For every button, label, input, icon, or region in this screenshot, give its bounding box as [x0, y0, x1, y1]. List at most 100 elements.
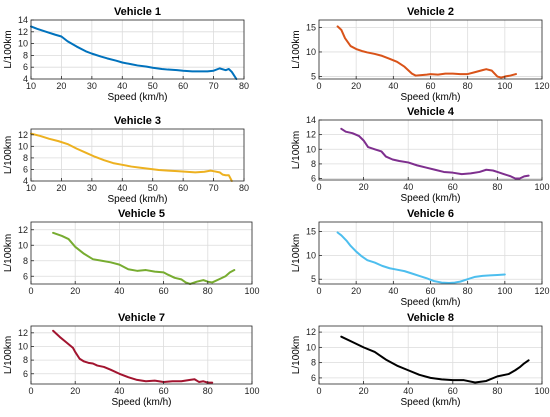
x-tick-label: 100 — [534, 386, 549, 396]
chart-title: Vehicle 8 — [407, 312, 454, 324]
x-tick-label: 0 — [28, 386, 33, 396]
axes-frame — [30, 325, 253, 385]
y-tick-label: 10 — [306, 47, 316, 57]
y-tick-label: 14 — [306, 115, 316, 125]
x-tick-label: 80 — [239, 81, 249, 91]
chart-title: Vehicle 3 — [114, 115, 161, 127]
x-axis-label: Speed (km/h) — [107, 92, 167, 103]
plot-area — [31, 222, 252, 284]
series-line — [336, 231, 506, 285]
x-tick-label: 20 — [359, 182, 369, 192]
x-tick-label: 30 — [87, 81, 97, 91]
y-tick-label: 5 — [311, 274, 316, 284]
plot-area — [319, 120, 542, 180]
y-tick-label: 10 — [306, 250, 316, 260]
y-tick-label: 6 — [311, 174, 316, 184]
x-tick-label: 40 — [117, 81, 127, 91]
y-tick-label: 8 — [311, 159, 316, 169]
axes-frame — [30, 19, 245, 80]
x-tick-label: 20 — [70, 386, 80, 396]
y-axis-label: L/100km — [3, 234, 14, 272]
series-line — [30, 132, 233, 182]
y-axis-label: L/100km — [3, 30, 14, 68]
x-axis-label: Speed (km/h) — [111, 397, 171, 408]
x-tick-label: 60 — [178, 81, 188, 91]
x-tick-label: 70 — [209, 183, 219, 193]
x-tick-label: 100 — [497, 286, 512, 296]
y-tick-label: 12 — [18, 27, 28, 37]
chart-5: 0 20 40 60 80 100 6 8 10 12 Vehicle 5 L/100km — [3, 208, 260, 296]
x-axis-label: Speed (km/h) — [400, 297, 460, 308]
y-tick-label: 6 — [23, 369, 28, 379]
x-tick-label: 40 — [403, 182, 413, 192]
chart-2: 0 20 40 60 80 100 120 5 10 15 Vehicle 2 Speed (km/h… — [291, 6, 550, 103]
plot-area — [31, 129, 244, 181]
chart-title: Vehicle 1 — [114, 6, 161, 18]
y-tick-label: 4 — [23, 176, 28, 186]
x-tick-label: 60 — [425, 286, 435, 296]
x-tick-label: 80 — [492, 182, 502, 192]
x-tick-label: 80 — [492, 386, 502, 396]
y-tick-label: 6 — [23, 62, 28, 72]
y-tick-label: 12 — [306, 327, 316, 337]
series-line — [340, 335, 530, 384]
chart-6: 0 20 40 60 80 100 120 5 10 15 Vehicle 6 Speed (km/h… — [291, 208, 550, 308]
y-tick-label: 12 — [306, 130, 316, 140]
x-axis-label: Speed (km/h) — [400, 193, 460, 204]
y-tick-label: 10 — [18, 39, 28, 49]
y-tick-label: 6 — [23, 164, 28, 174]
x-axis-label: Speed (km/h) — [400, 92, 460, 103]
x-tick-label: 80 — [203, 286, 213, 296]
y-axis-label: L/100km — [291, 234, 302, 272]
x-axis-label: Speed (km/h) — [400, 397, 460, 408]
x-tick-label: 10 — [26, 81, 36, 91]
axes-frame — [30, 128, 245, 182]
y-tick-label: 12 — [18, 328, 28, 338]
y-tick-label: 14 — [18, 15, 28, 25]
x-tick-label: 60 — [178, 183, 188, 193]
y-tick-label: 8 — [23, 153, 28, 163]
y-tick-label: 15 — [306, 227, 316, 237]
y-axis-label: L/100km — [3, 336, 14, 374]
x-axis-label: Speed (km/h) — [107, 194, 167, 205]
x-tick-label: 40 — [403, 386, 413, 396]
x-tick-label: 80 — [203, 386, 213, 396]
x-tick-label: 0 — [316, 286, 321, 296]
chart-8: 0 20 40 60 80 100 6 8 10 12 Vehicle 8 Speed (km/h) L… — [291, 312, 550, 408]
x-tick-label: 20 — [359, 386, 369, 396]
x-tick-label: 30 — [87, 183, 97, 193]
x-tick-label: 100 — [244, 286, 259, 296]
y-axis-label: L/100km — [291, 30, 302, 68]
axes-frame — [318, 325, 543, 385]
x-tick-label: 20 — [351, 286, 361, 296]
y-tick-label: 5 — [311, 72, 316, 82]
y-tick-label: 4 — [23, 74, 28, 84]
chart-4: 0 20 40 60 80 100 6 8 10 12 14 Vehicle 4 Speed (km/h… — [291, 106, 550, 204]
series-line — [52, 231, 236, 285]
x-tick-label: 80 — [463, 81, 473, 91]
axes-frame — [318, 119, 543, 181]
y-tick-label: 8 — [23, 50, 28, 60]
x-tick-label: 0 — [316, 81, 321, 91]
y-axis-label: L/100km — [291, 131, 302, 169]
plot-area — [319, 326, 542, 384]
chart-title: Vehicle 7 — [118, 312, 165, 324]
x-tick-label: 20 — [351, 81, 361, 91]
x-tick-label: 80 — [239, 183, 249, 193]
x-tick-label: 70 — [209, 81, 219, 91]
chart-7: 0 20 40 60 80 100 6 8 10 12 Vehicle 7 Speed (km/h) L… — [3, 312, 260, 408]
series-line — [30, 25, 238, 80]
axes-frame — [30, 221, 253, 285]
y-axis-label: L/100km — [3, 136, 14, 174]
x-tick-label: 40 — [388, 81, 398, 91]
series-line — [340, 127, 530, 180]
x-tick-label: 20 — [70, 286, 80, 296]
x-tick-label: 50 — [148, 81, 158, 91]
chart-title: Vehicle 5 — [118, 208, 165, 220]
y-tick-label: 12 — [18, 130, 28, 140]
x-tick-label: 60 — [448, 386, 458, 396]
x-tick-label: 40 — [117, 183, 127, 193]
chart-title: Vehicle 4 — [407, 106, 455, 118]
